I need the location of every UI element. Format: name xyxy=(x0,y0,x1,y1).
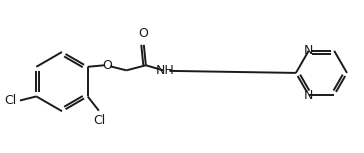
Text: NH: NH xyxy=(156,64,175,77)
Text: Cl: Cl xyxy=(93,114,105,127)
Text: O: O xyxy=(138,27,148,40)
Text: N: N xyxy=(304,89,313,102)
Text: O: O xyxy=(102,59,112,72)
Text: Cl: Cl xyxy=(4,94,16,107)
Text: N: N xyxy=(304,44,313,57)
